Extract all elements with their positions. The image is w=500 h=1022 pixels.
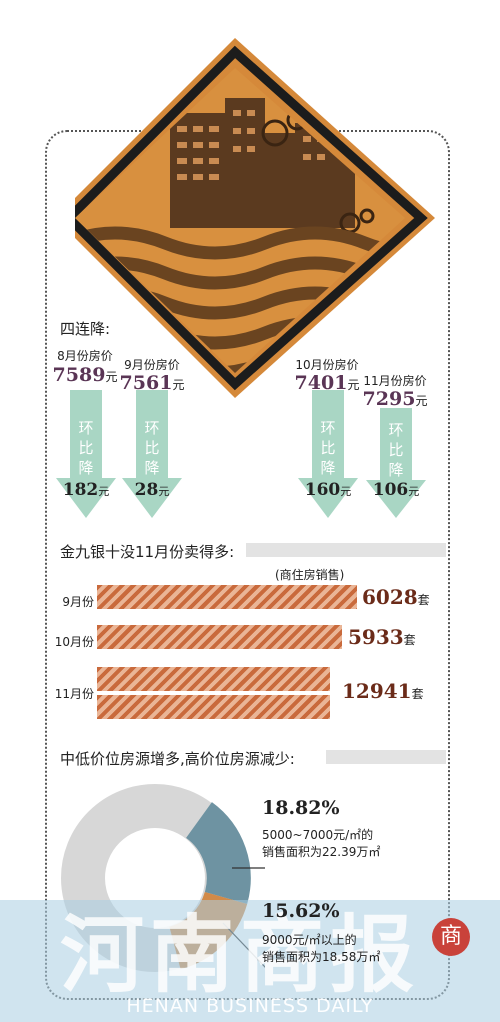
arrow-text: 环比降 <box>388 421 404 479</box>
donut-pct-high: 15.62% <box>262 900 340 922</box>
price-month-label: 11月份房价 <box>363 374 427 388</box>
sales-bar-nov-top <box>97 667 330 691</box>
down-arrow-icon <box>298 390 358 518</box>
price-month-label: 9月份房价 <box>124 358 180 372</box>
sales-value: 5933套 <box>348 625 416 649</box>
donut-desc-high: 9000元/㎡以上的 销售面积为18.58万㎡ <box>262 933 381 964</box>
warning-sign-illustration <box>75 38 435 398</box>
sales-value: 12941套 <box>342 679 424 703</box>
sales-bar-nov-bottom <box>97 695 330 719</box>
arrow-text: 环比降 <box>144 419 160 477</box>
donut-slice-mid-price <box>185 802 251 905</box>
down-arrow-icon <box>366 408 426 518</box>
down-arrow-icon <box>122 390 182 518</box>
watermark-band <box>0 900 500 1022</box>
sales-month-label: 10月份 <box>54 635 94 649</box>
sales-bar-oct <box>97 625 342 649</box>
section-title-bar <box>246 543 446 557</box>
section-title-bar <box>326 750 446 764</box>
section-title-price-drop: 四连降: <box>60 320 111 338</box>
drop-value: 160元 <box>304 480 352 500</box>
section-title-sales: 金九银十没11月份卖得多: <box>60 543 235 561</box>
watermark-subtitle: HENAN BUSINESS DAILY <box>126 995 374 1017</box>
sales-bar-sep <box>97 585 357 609</box>
donut-pct-mid: 18.82% <box>262 797 340 819</box>
drop-value: 182元 <box>62 480 110 500</box>
price-value: 7561元 <box>119 372 185 394</box>
drop-value: 28元 <box>134 480 170 500</box>
price-value: 7589元 <box>52 364 118 386</box>
drop-value: 106元 <box>372 480 420 500</box>
sales-value: 6028套 <box>362 585 430 609</box>
down-arrow-icon <box>56 390 116 518</box>
sales-month-label: 9月份 <box>62 595 94 609</box>
price-month-label: 10月份房价 <box>295 358 359 372</box>
price-value: 7295元 <box>362 388 428 410</box>
price-month-label: 8月份房价 <box>57 349 113 363</box>
section-title-supply: 中低价位房源增多,高价位房源减少: <box>60 750 295 768</box>
price-value: 7401元 <box>294 372 360 394</box>
sales-subtitle: (商住房销售) <box>275 568 345 582</box>
sales-month-label: 11月份 <box>54 687 94 701</box>
arrow-text: 环比降 <box>320 419 336 477</box>
sign-picture <box>75 68 405 373</box>
watermark-seal: 商 <box>432 918 470 956</box>
donut-desc-mid: 5000~7000元/㎡的 销售面积为22.39万㎡ <box>262 828 381 859</box>
arrow-text: 环比降 <box>78 419 94 477</box>
watermark-title: 河南商报 <box>60 905 421 1004</box>
